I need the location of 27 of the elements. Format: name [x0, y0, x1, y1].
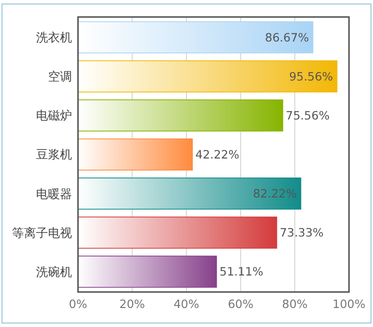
x-tick-label: 0%: [68, 297, 88, 311]
bar: [78, 216, 278, 249]
y-tick-label: 电暖器: [36, 186, 72, 201]
x-tick-label: 100%: [332, 297, 366, 311]
data-label: 75.56%: [286, 108, 330, 122]
x-tick-label: 60%: [228, 297, 254, 311]
y-tick-label: 空调: [48, 70, 72, 84]
data-label: 86.67%: [265, 30, 309, 44]
y-tick-label: 豆浆机: [36, 148, 72, 162]
data-label: 73.33%: [280, 226, 324, 240]
bar: [78, 60, 338, 92]
bar: [78, 178, 302, 210]
bar: [78, 21, 314, 54]
data-label: 51.11%: [220, 264, 264, 279]
bar: [78, 256, 217, 288]
y-tick-label: 洗碗机: [36, 264, 72, 279]
y-tick-label: 等离子电视: [12, 226, 72, 240]
y-tick-label: 洗衣机: [36, 30, 72, 45]
y-tick-label: 电磁炉: [36, 108, 72, 123]
data-label: 95.56%: [289, 69, 334, 84]
data-label: 82.22%: [252, 186, 297, 201]
data-label: 42.22%: [195, 148, 240, 162]
bar: [78, 138, 193, 171]
bar: [78, 99, 284, 132]
x-tick-label: 40%: [174, 297, 200, 311]
x-tick-label: 80%: [282, 297, 308, 311]
x-tick-label: 20%: [119, 297, 146, 311]
